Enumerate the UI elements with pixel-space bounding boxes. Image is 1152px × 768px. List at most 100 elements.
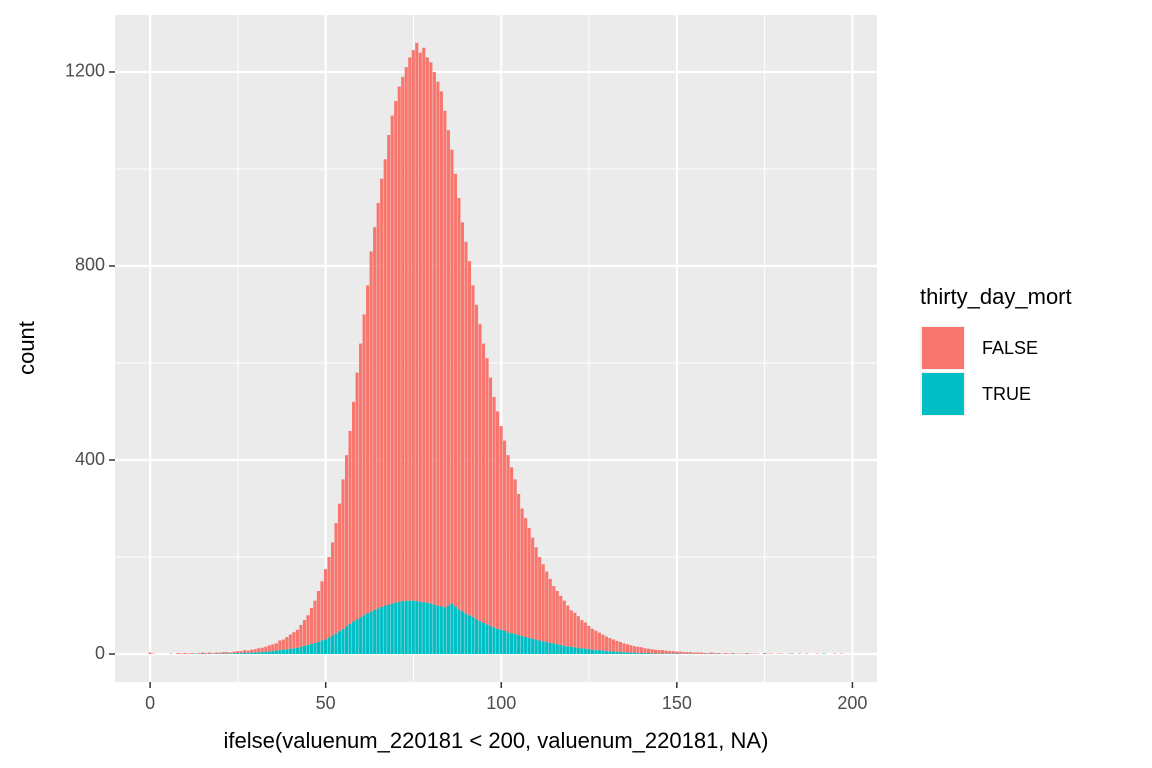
bar-segment [668, 651, 672, 654]
bar-segment [201, 652, 205, 654]
bar-segment [376, 202, 380, 609]
bar-segment [334, 523, 338, 634]
bar-segment [481, 343, 486, 623]
bar-segment [422, 602, 426, 655]
bar-segment [313, 600, 317, 643]
bar-segment [425, 57, 429, 603]
bar-segment [348, 430, 352, 624]
y-tick-label: 800 [75, 255, 105, 275]
bar-segment [457, 198, 461, 610]
bar-segment [373, 609, 377, 655]
bar-segment [566, 646, 570, 655]
bars [148, 42, 844, 655]
bar-segment [601, 650, 605, 655]
bar-segment [496, 411, 500, 629]
bar-segment [597, 650, 601, 655]
bar-segment [285, 637, 289, 650]
bar-segment [341, 479, 345, 629]
bar-segment [446, 605, 450, 655]
bar-segment [513, 634, 517, 655]
bar-segment [467, 261, 472, 616]
bar-segment [411, 50, 415, 601]
bar-segment [548, 578, 552, 643]
bar-segment [510, 467, 514, 634]
y-axis-title: count [14, 321, 39, 375]
y-tick-label: 400 [75, 449, 105, 469]
bar-segment [524, 637, 528, 655]
bar-segment [654, 649, 658, 654]
bar-segment [334, 633, 338, 655]
bar-segment [355, 619, 359, 655]
bar-segment [239, 651, 243, 654]
bar-segment [517, 635, 521, 655]
bar-segment [299, 624, 303, 647]
bar-segment [250, 652, 254, 655]
bar-segment [243, 650, 247, 653]
bar-segment [295, 647, 299, 655]
bar-segment [306, 615, 310, 645]
bar-segment [671, 651, 675, 654]
bar-segment [618, 652, 623, 655]
bar-segment [590, 628, 594, 650]
bar-segment [274, 650, 278, 655]
bar-segment [429, 603, 433, 655]
bar-segment [503, 630, 507, 655]
bar-segment [618, 641, 623, 653]
bar-segment [590, 649, 594, 655]
bar-segment [359, 617, 363, 655]
bar-segment [278, 650, 282, 655]
bar-segment [639, 653, 644, 655]
bar-segment [604, 651, 608, 655]
bar-segment [436, 605, 440, 655]
bar-segment [359, 343, 363, 618]
bar-segment [471, 617, 475, 655]
bar-segment [239, 653, 243, 655]
legend-label: TRUE [982, 384, 1031, 404]
bar-segment [295, 629, 299, 648]
bar-segment [646, 653, 651, 655]
bar-segment [576, 647, 580, 655]
bar-segment [439, 91, 443, 607]
bar-segment [411, 600, 415, 655]
bar-segment [559, 644, 563, 655]
bar-segment [260, 647, 264, 653]
bar-segment [643, 648, 647, 654]
bar-segment [190, 653, 194, 655]
bar-segment [236, 653, 240, 655]
bar-segment [397, 86, 401, 602]
bar-segment [225, 652, 229, 654]
bar-segment [464, 241, 468, 614]
bar-segment [208, 652, 212, 654]
bar-segment [446, 130, 450, 606]
bar-segment [394, 101, 398, 603]
bar-segment [499, 629, 503, 655]
bar-segment [264, 651, 268, 655]
bar-segment [176, 653, 180, 655]
bar-segment [632, 652, 637, 655]
bar-segment [274, 643, 278, 651]
bar-segment [510, 633, 514, 655]
bar-segment [323, 569, 328, 640]
bar-segment [352, 401, 356, 622]
bar-segment [302, 645, 306, 655]
bar-segment [601, 634, 605, 651]
bar-segment [559, 595, 563, 645]
bar-segment [246, 653, 250, 655]
bar-segment [587, 649, 591, 655]
bar-segment [243, 652, 247, 655]
bar-segment [629, 645, 633, 653]
bar-segment [464, 613, 468, 655]
bar-segment [260, 652, 264, 655]
bar-segment [569, 646, 573, 655]
bar-segment [320, 581, 324, 641]
bar-segment [527, 527, 531, 639]
legend: thirty_day_mort FALSE TRUE [920, 284, 1072, 416]
bar-segment [323, 639, 328, 655]
bar-segment [443, 110, 447, 608]
bar-segment [345, 455, 349, 627]
bar-segment [538, 640, 542, 655]
bar-segment [485, 358, 489, 625]
bar-segment [271, 644, 275, 652]
bar-segment [615, 651, 619, 655]
